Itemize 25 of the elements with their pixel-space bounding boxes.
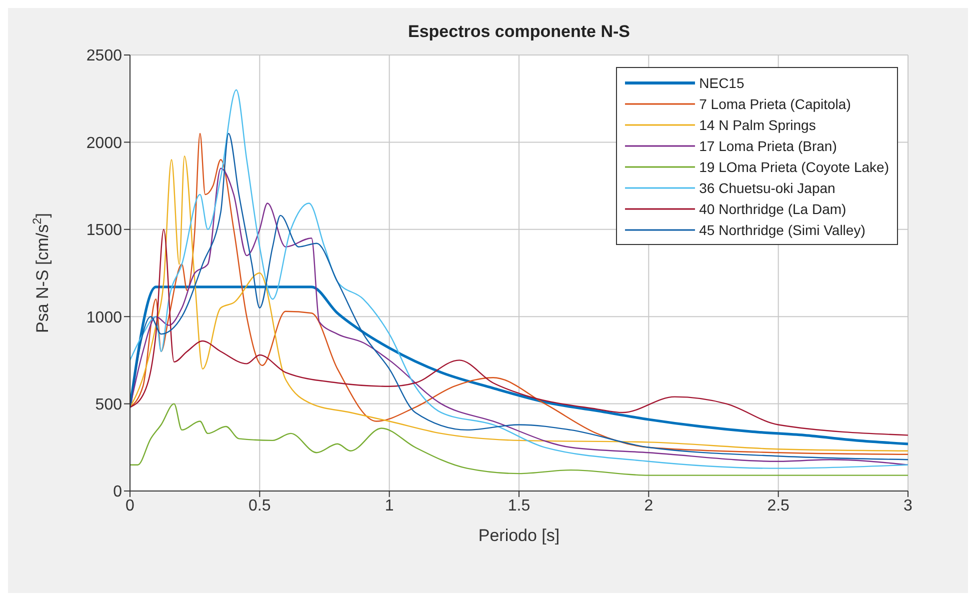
line-series bbox=[130, 286, 908, 446]
legend-label: 14 N Palm Springs bbox=[699, 116, 816, 132]
x-tick-label: 0.5 bbox=[248, 497, 271, 514]
x-tick-label: 1 bbox=[384, 497, 394, 514]
x-tick-label: 3 bbox=[904, 497, 913, 514]
y-tick-label: 2000 bbox=[86, 134, 122, 152]
y-tick-label: 0 bbox=[113, 484, 122, 501]
legend-label: 17 Loma Prieta (Bran) bbox=[699, 138, 837, 154]
y-tick-label: 1000 bbox=[86, 309, 122, 326]
y-tick-label: 2500 bbox=[86, 48, 122, 65]
y-tick-label: 1500 bbox=[86, 222, 122, 240]
legend-label: NEC15 bbox=[699, 74, 744, 90]
x-tick-label: 1.5 bbox=[508, 497, 530, 514]
chart-title: Espectros componente N-S bbox=[407, 22, 631, 42]
x-tick-label: 2 bbox=[644, 497, 654, 514]
legend-label: 40 Northridge (La Dam) bbox=[699, 200, 846, 216]
x-axis-title: Periodo [s] bbox=[478, 526, 560, 545]
y-tick-label: 500 bbox=[95, 396, 122, 414]
x-tick-label: 2.5 bbox=[767, 497, 790, 514]
line-series bbox=[130, 403, 908, 476]
legend-label: 36 Chuetsu-oki Japan bbox=[699, 180, 836, 196]
legend-label: 7 Loma Prieta (Capitola) bbox=[699, 96, 851, 112]
x-tick-label: 0 bbox=[126, 497, 135, 514]
legend-label: 19 LOma Prieta (Coyote Lake) bbox=[699, 158, 889, 174]
legend-label: 45 Northridge (Simi Valley) bbox=[699, 222, 866, 238]
